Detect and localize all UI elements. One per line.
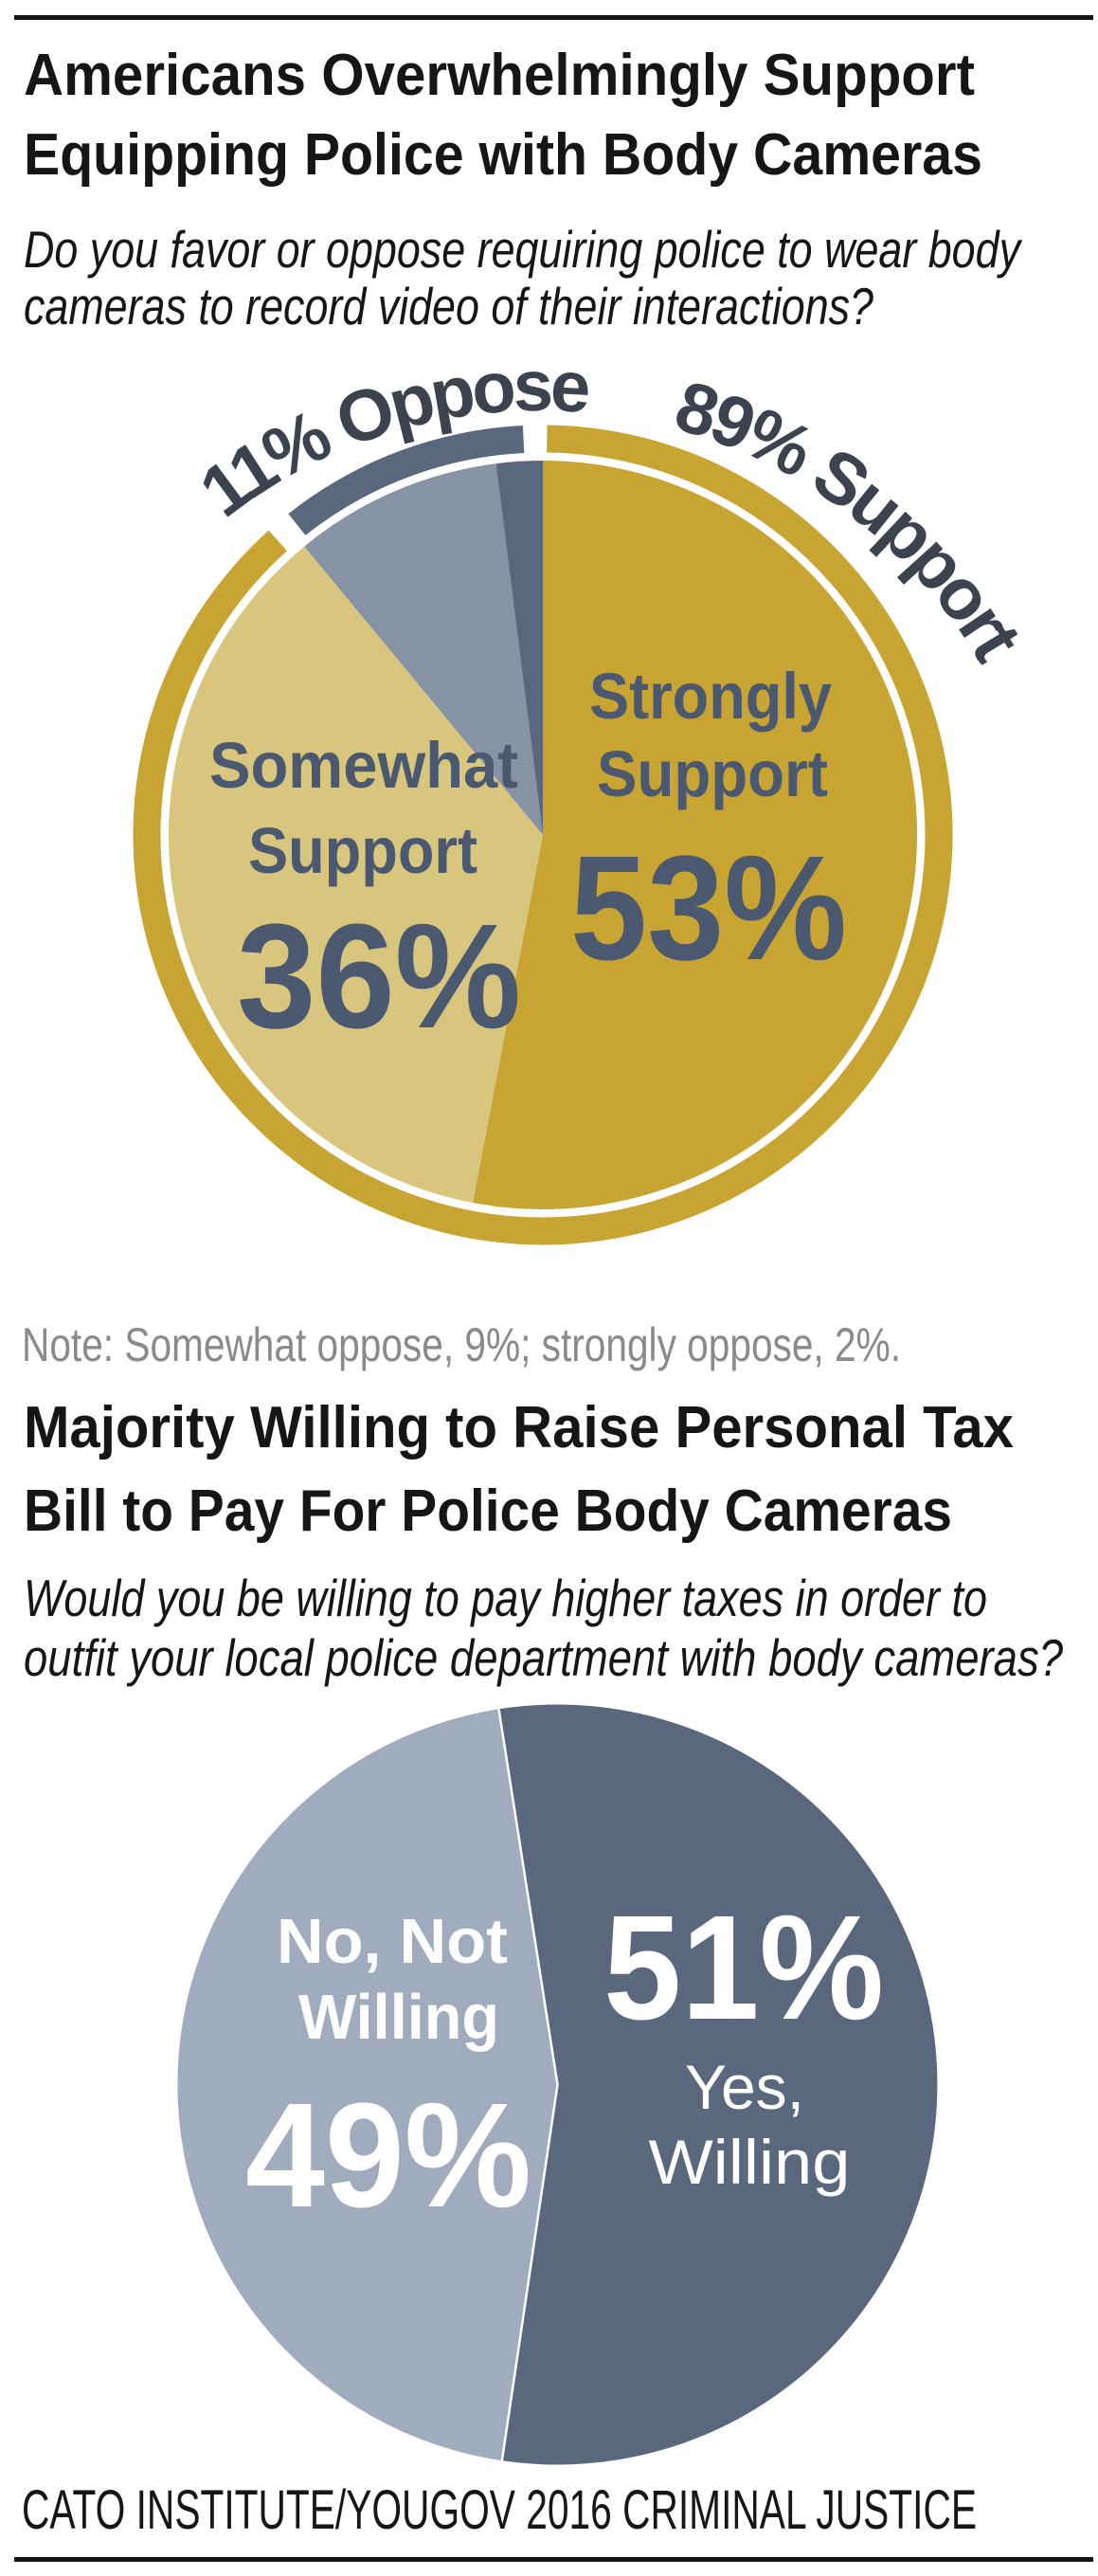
- svg-text:cameras to record video of the: cameras to record video of their interac…: [24, 277, 873, 336]
- svg-text:51%: 51%: [603, 1885, 884, 2051]
- svg-text:49%: 49%: [245, 2073, 531, 2239]
- svg-text:CATO INSTITUTE/YOUGOV 2016 CRI: CATO INSTITUTE/YOUGOV 2016 CRIMINAL JUST…: [22, 2479, 977, 2541]
- svg-text:Americans Overwhelmingly Suppo: Americans Overwhelmingly Support: [24, 43, 975, 108]
- svg-text:Equipping Police with Body Cam: Equipping Police with Body Cameras: [24, 122, 982, 188]
- svg-text:Strongly: Strongly: [589, 660, 832, 733]
- svg-text:53%: 53%: [570, 825, 847, 991]
- svg-text:Do you favor or oppose requiri: Do you favor or oppose requiring police …: [24, 220, 1023, 279]
- svg-text:Support: Support: [597, 737, 828, 810]
- svg-text:outfit your local police depar: outfit your local police department with…: [24, 1628, 1063, 1687]
- svg-text:Bill to Pay For Police Body Ca: Bill to Pay For Police Body Cameras: [24, 1478, 952, 1544]
- svg-text:Willing: Willing: [649, 2127, 851, 2197]
- svg-text:Somewhat: Somewhat: [209, 729, 518, 802]
- svg-text:36%: 36%: [237, 894, 521, 1060]
- svg-text:Would you be willing to pay hi: Would you be willing to pay higher taxes…: [24, 1569, 987, 1627]
- svg-text:Note: Somewhat oppose, 9%; str: Note: Somewhat oppose, 9%; strongly oppo…: [22, 1318, 901, 1371]
- svg-text:Majority Willing to Raise Pers: Majority Willing to Raise Personal Tax: [24, 1395, 1014, 1460]
- svg-text:No, Not: No, Not: [277, 1906, 508, 1977]
- svg-text:Yes,: Yes,: [685, 2052, 804, 2122]
- svg-text:Willing: Willing: [298, 1982, 499, 2053]
- svg-text:Support: Support: [248, 814, 477, 887]
